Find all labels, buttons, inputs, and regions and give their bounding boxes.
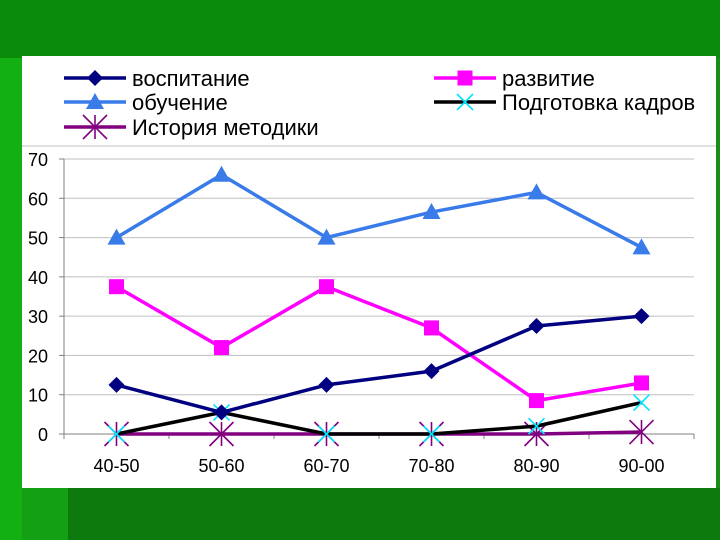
- series-line: [116, 400, 642, 436]
- legend-entry: История методики: [64, 114, 319, 140]
- series-square: [109, 279, 649, 409]
- legend-label: История методики: [132, 115, 319, 140]
- y-tick-label: 10: [28, 386, 48, 406]
- data-point: [109, 279, 124, 295]
- data-point: [527, 183, 546, 200]
- background-band-left-lower: [22, 488, 68, 540]
- data-point: [422, 425, 441, 443]
- legend-swatch-marker: [82, 114, 108, 140]
- legend-swatch-marker: [86, 93, 104, 109]
- legend: воспитание развитие обучение Подготовка кад…: [64, 66, 695, 140]
- data-point: [213, 404, 230, 421]
- y-tick-label: 0: [38, 425, 48, 445]
- plot-area: 0 10 20 30 40 50 60 70 40-50 50-60 60-70 70-80 80-90…: [28, 150, 695, 476]
- data-point: [317, 228, 336, 245]
- y-tick-label: 40: [28, 268, 48, 288]
- legend-entry: Подготовка кадров: [434, 90, 695, 115]
- data-point: [107, 228, 126, 245]
- x-tick-label: 60-70: [303, 456, 349, 476]
- data-point: [108, 376, 125, 393]
- x-tick-label: 70-80: [408, 456, 454, 476]
- data-point: [318, 376, 335, 393]
- series-triangle: [107, 165, 651, 255]
- data-point: [529, 393, 544, 409]
- y-tick-label: 50: [28, 229, 48, 249]
- y-tick-label: 70: [28, 150, 48, 170]
- y-tick-label: 30: [28, 307, 48, 327]
- x-tick-label: 80-90: [513, 456, 559, 476]
- series-x: [107, 394, 651, 443]
- data-point: [628, 419, 655, 445]
- data-point: [214, 340, 229, 356]
- background-band-left: [0, 58, 22, 540]
- legend-entry: развитие: [434, 66, 595, 91]
- legend-swatch-marker: [457, 70, 473, 86]
- data-point: [208, 421, 235, 447]
- legend-swatch-marker: [456, 93, 474, 111]
- data-point: [424, 320, 439, 336]
- y-tick-label: 60: [28, 189, 48, 209]
- data-point: [632, 238, 651, 255]
- data-point: [107, 425, 126, 443]
- background-band-bottom: [68, 488, 720, 540]
- series-line: [116, 314, 642, 415]
- series-line: [115, 172, 643, 249]
- data-point: [634, 375, 649, 391]
- line-chart: воспитание развитие обучение Подготовка кад…: [22, 66, 716, 476]
- legend-label: развитие: [502, 66, 595, 91]
- chart-panel: воспитание развитие обучение Подготовка кад…: [22, 56, 716, 488]
- y-tick-label: 20: [28, 346, 48, 366]
- data-point: [319, 279, 334, 295]
- series-diamond: [108, 308, 650, 421]
- x-tick-label: 40-50: [93, 456, 139, 476]
- data-point: [528, 317, 545, 334]
- legend-entry: воспитание: [64, 66, 250, 91]
- data-point: [212, 165, 231, 182]
- legend-swatch-marker: [87, 70, 103, 86]
- x-tick-label: 50-60: [198, 456, 244, 476]
- data-point: [422, 203, 441, 220]
- data-point: [317, 425, 336, 443]
- legend-label: обучение: [132, 90, 228, 115]
- background-band-top: [0, 0, 720, 58]
- legend-entry: обучение: [64, 90, 228, 115]
- series-line: [115, 284, 642, 403]
- legend-label: воспитание: [132, 66, 250, 91]
- data-point: [633, 308, 650, 325]
- legend-label: Подготовка кадров: [502, 90, 695, 115]
- data-point: [423, 363, 440, 380]
- data-point: [527, 417, 546, 435]
- data-point: [632, 394, 651, 412]
- x-tick-label: 90-00: [618, 456, 664, 476]
